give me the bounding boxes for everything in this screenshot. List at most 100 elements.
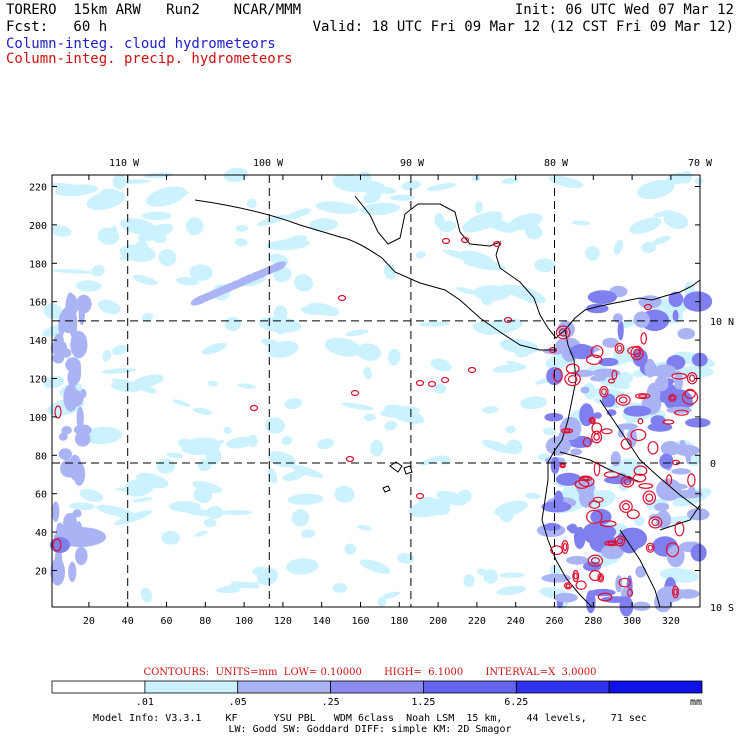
precip-contour xyxy=(567,375,578,384)
precip-contour xyxy=(618,577,631,588)
cloud-patch xyxy=(78,302,86,326)
cloud-patch xyxy=(192,481,223,494)
cloud-patch xyxy=(156,458,175,474)
precip-contour xyxy=(673,588,678,596)
precip-contour xyxy=(415,492,425,500)
precip-contour xyxy=(651,518,660,527)
cloud-patch xyxy=(363,366,373,380)
cloud-patch xyxy=(224,316,241,332)
cloud-patch xyxy=(54,184,99,197)
precip-contour xyxy=(611,369,618,380)
cloud-patch xyxy=(334,485,355,503)
precip-contour xyxy=(601,388,607,396)
cloud-patch xyxy=(161,530,180,545)
cloud-patch xyxy=(267,467,278,484)
cloud-patch xyxy=(397,553,415,564)
cloud-patch xyxy=(438,455,451,465)
precip-contour xyxy=(52,538,62,552)
cloud-patch xyxy=(656,586,684,603)
cloud-patch xyxy=(63,513,77,532)
precip-contour xyxy=(604,540,619,547)
cloud-patch xyxy=(334,176,344,186)
cloud-patch xyxy=(652,235,671,245)
precip-contour xyxy=(345,455,355,463)
cloud-patch xyxy=(633,311,650,328)
top-longitude-label: 80 W xyxy=(544,158,569,169)
precip-contour xyxy=(607,378,615,384)
cloud-patch xyxy=(629,217,662,234)
cloud-patch xyxy=(481,439,513,454)
precip-contour xyxy=(54,405,62,419)
bottom-grid-label: 20 xyxy=(83,616,95,627)
precip-contour xyxy=(599,520,617,528)
cloud-patch xyxy=(141,312,154,322)
cloud-patch xyxy=(76,406,84,430)
precip-contour xyxy=(630,345,644,361)
cloud-patch xyxy=(132,374,164,388)
cloud-patch xyxy=(112,344,128,356)
cloud-patch xyxy=(73,359,82,383)
left-grid-label: 20 xyxy=(35,567,47,578)
cloud-patch xyxy=(637,180,675,200)
bottom-grid-label: 120 xyxy=(274,616,292,627)
precip-contour xyxy=(634,393,651,400)
bottom-grid-label: 100 xyxy=(235,616,253,627)
left-grid-label: 160 xyxy=(29,298,47,309)
precip-contour xyxy=(440,376,450,384)
cloud-patch xyxy=(600,544,624,560)
precip-contour xyxy=(662,419,675,425)
precip-contour xyxy=(684,388,696,399)
precip-contour xyxy=(565,583,571,589)
cloud-patch xyxy=(473,285,511,301)
precip-contour xyxy=(574,479,590,489)
map-frame xyxy=(51,174,701,608)
cloud-patch xyxy=(641,241,656,254)
right-latitude-label: 0 xyxy=(710,459,716,470)
precip-contour xyxy=(621,502,630,511)
cloud-patch xyxy=(544,412,564,422)
precip-contour xyxy=(572,569,580,583)
cloud-patch xyxy=(573,526,586,550)
cloud-patch xyxy=(589,588,616,597)
cloud-patch xyxy=(656,478,682,501)
colorbar-label: .01 xyxy=(136,697,154,708)
precip-contour xyxy=(615,394,631,406)
cloud-patch xyxy=(235,225,248,232)
cloud-patch xyxy=(142,211,172,221)
cloud-patch xyxy=(138,223,174,242)
cloud-patch xyxy=(315,201,359,214)
precip-contour xyxy=(467,366,477,374)
precip-contour xyxy=(249,404,259,412)
cloud-patch xyxy=(91,265,105,277)
cloud-patch xyxy=(653,210,674,218)
precip-contour xyxy=(647,544,654,551)
cloud-patch xyxy=(140,587,153,603)
cloud-patch xyxy=(542,427,556,436)
cloud-patch xyxy=(498,504,515,523)
cloud-patch xyxy=(223,426,232,434)
left-grid-label: 80 xyxy=(35,451,47,462)
cloud-patch xyxy=(462,211,503,233)
cloud-patch xyxy=(50,557,65,586)
precip-contour xyxy=(645,493,654,503)
left-grid-label: 100 xyxy=(29,413,47,424)
precip-contour xyxy=(561,539,569,554)
precip-contour xyxy=(492,240,502,248)
cloud-patch xyxy=(659,453,674,469)
precip-contour xyxy=(647,441,659,455)
cloud-patch xyxy=(344,543,357,555)
cloud-patch xyxy=(571,220,591,226)
precip-contour xyxy=(638,483,654,489)
precip-contour xyxy=(619,500,633,513)
cloud-patch xyxy=(189,264,213,281)
cloud-patch xyxy=(602,337,619,348)
cloud-patch xyxy=(554,592,578,603)
cloud-patch xyxy=(341,402,374,411)
cloud-patch xyxy=(566,555,589,565)
galapagos-islands xyxy=(382,461,413,493)
cloud-patch xyxy=(110,380,143,393)
precip-contour xyxy=(337,294,347,302)
cloud-patch xyxy=(483,569,498,584)
bottom-grid-label: 160 xyxy=(351,616,369,627)
cloud-patch xyxy=(685,417,711,428)
